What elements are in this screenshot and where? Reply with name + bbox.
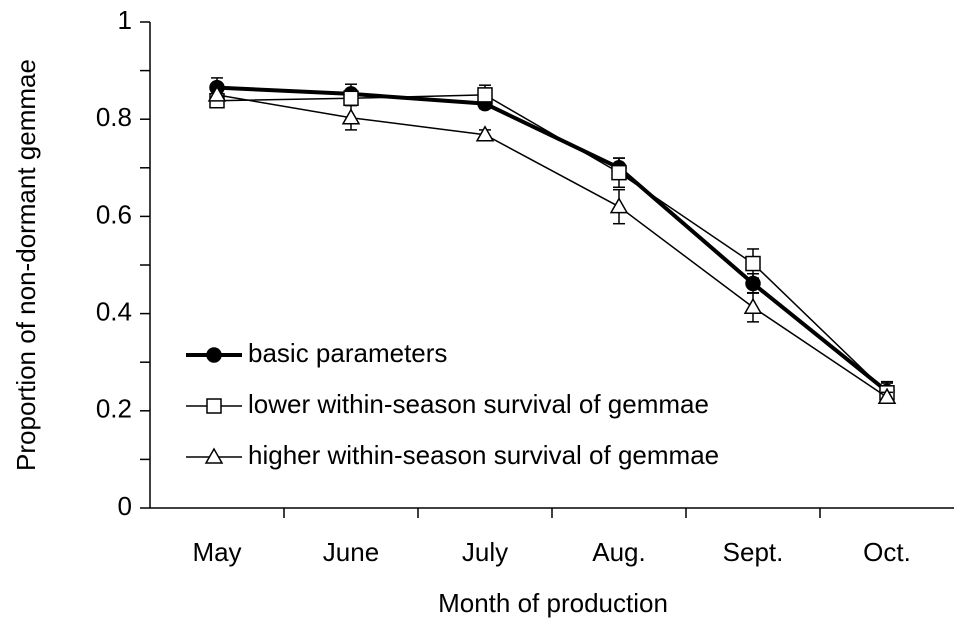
marker — [204, 447, 224, 464]
marker — [343, 90, 359, 107]
series — [209, 77, 895, 402]
x-tick-label: June — [323, 537, 379, 567]
marker — [877, 387, 897, 404]
x-tick-label: July — [462, 537, 508, 567]
y-axis-title: Proportion of non-dormant gemmae — [11, 59, 41, 471]
y-tick-label: 0 — [118, 491, 132, 521]
x-tick-label: Oct. — [863, 537, 911, 567]
marker — [611, 164, 627, 181]
series-line — [216, 85, 889, 393]
legend-label: basic parameters — [248, 338, 447, 368]
legend-item: lower within-season survival of gemmae — [186, 389, 709, 419]
y-tick-label: 0.4 — [96, 296, 132, 326]
marker — [745, 255, 761, 272]
legend-item: higher within-season survival of gemmae — [186, 440, 719, 470]
y-tick-label: 1 — [118, 5, 132, 35]
x-tick-label: May — [192, 537, 241, 567]
y-tick-label: 0.8 — [96, 102, 132, 132]
marker — [477, 87, 493, 103]
marker — [207, 85, 227, 102]
marker — [206, 347, 222, 363]
series-line — [216, 94, 888, 394]
y-tick-label: 0.6 — [96, 199, 132, 229]
legend-item: basic parameters — [186, 338, 447, 368]
x-tick-label: Aug. — [592, 537, 646, 567]
x-axis-title: Month of production — [438, 588, 668, 618]
x-tick-label: Sept. — [723, 537, 784, 567]
marker — [475, 125, 495, 142]
marker — [743, 297, 763, 315]
series-line — [216, 94, 888, 398]
marker — [609, 197, 629, 214]
y-tick-label: 0.2 — [96, 394, 132, 424]
series — [207, 85, 897, 404]
marker — [341, 108, 361, 125]
legend-label: lower within-season survival of gemmae — [248, 389, 709, 419]
marker — [206, 398, 222, 414]
legend-label: higher within-season survival of gemmae — [248, 440, 719, 470]
